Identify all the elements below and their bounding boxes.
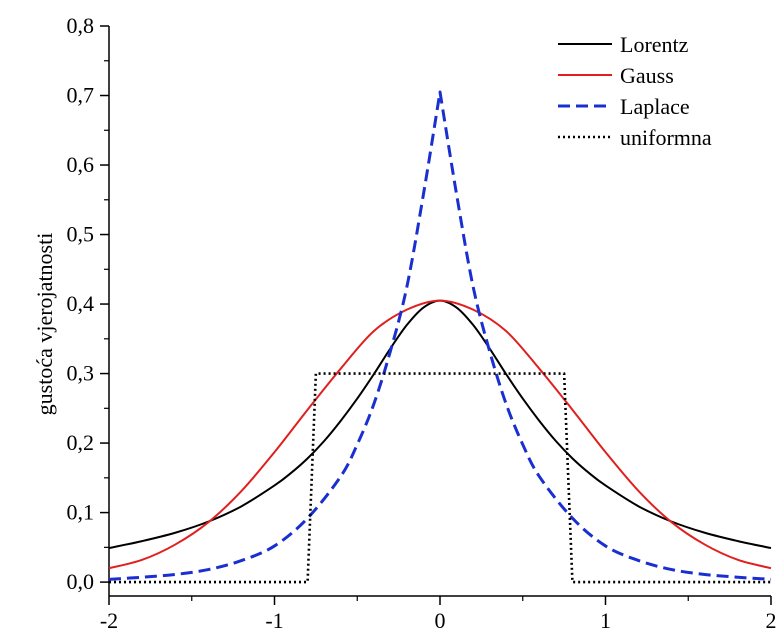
- series-line-uniformna: [109, 372, 771, 584]
- series-line-lorentz: [108, 299, 772, 550]
- y-tick-label: 0,5: [67, 222, 95, 247]
- legend: Lorentz Gauss Laplace uniformna: [558, 32, 712, 150]
- series-line-gauss: [108, 299, 772, 570]
- legend-label: uniformna: [620, 125, 712, 150]
- legend-label: Lorentz: [620, 32, 689, 57]
- x-ticks: -2 -1 0 1 2: [100, 596, 777, 632]
- legend-label: Laplace: [620, 94, 690, 119]
- series-layer: [108, 90, 772, 584]
- y-axis-label: gustoća vjerojatnosti: [32, 233, 57, 416]
- y-tick-label: 0,7: [67, 83, 95, 108]
- x-tick-label: 1: [600, 608, 611, 632]
- x-tick-label: 0: [435, 608, 446, 632]
- y-tick-label: 0,0: [67, 569, 95, 594]
- y-tick-label: 0,1: [67, 500, 95, 525]
- y-ticks: 0,0 0,1 0,2 0,3 0,4 0,5 0,6 0,7 0,8: [67, 13, 109, 594]
- y-tick-label: 0,3: [67, 361, 95, 386]
- x-tick-label: -2: [100, 608, 118, 632]
- series-line-laplace: [108, 90, 772, 581]
- x-tick-label: -1: [265, 608, 283, 632]
- y-tick-label: 0,6: [67, 152, 95, 177]
- y-tick-label: 0,8: [67, 13, 95, 38]
- y-tick-label: 0,4: [67, 291, 95, 316]
- x-tick-label: 2: [766, 608, 777, 632]
- legend-label: Gauss: [620, 63, 674, 88]
- y-tick-label: 0,2: [67, 430, 95, 455]
